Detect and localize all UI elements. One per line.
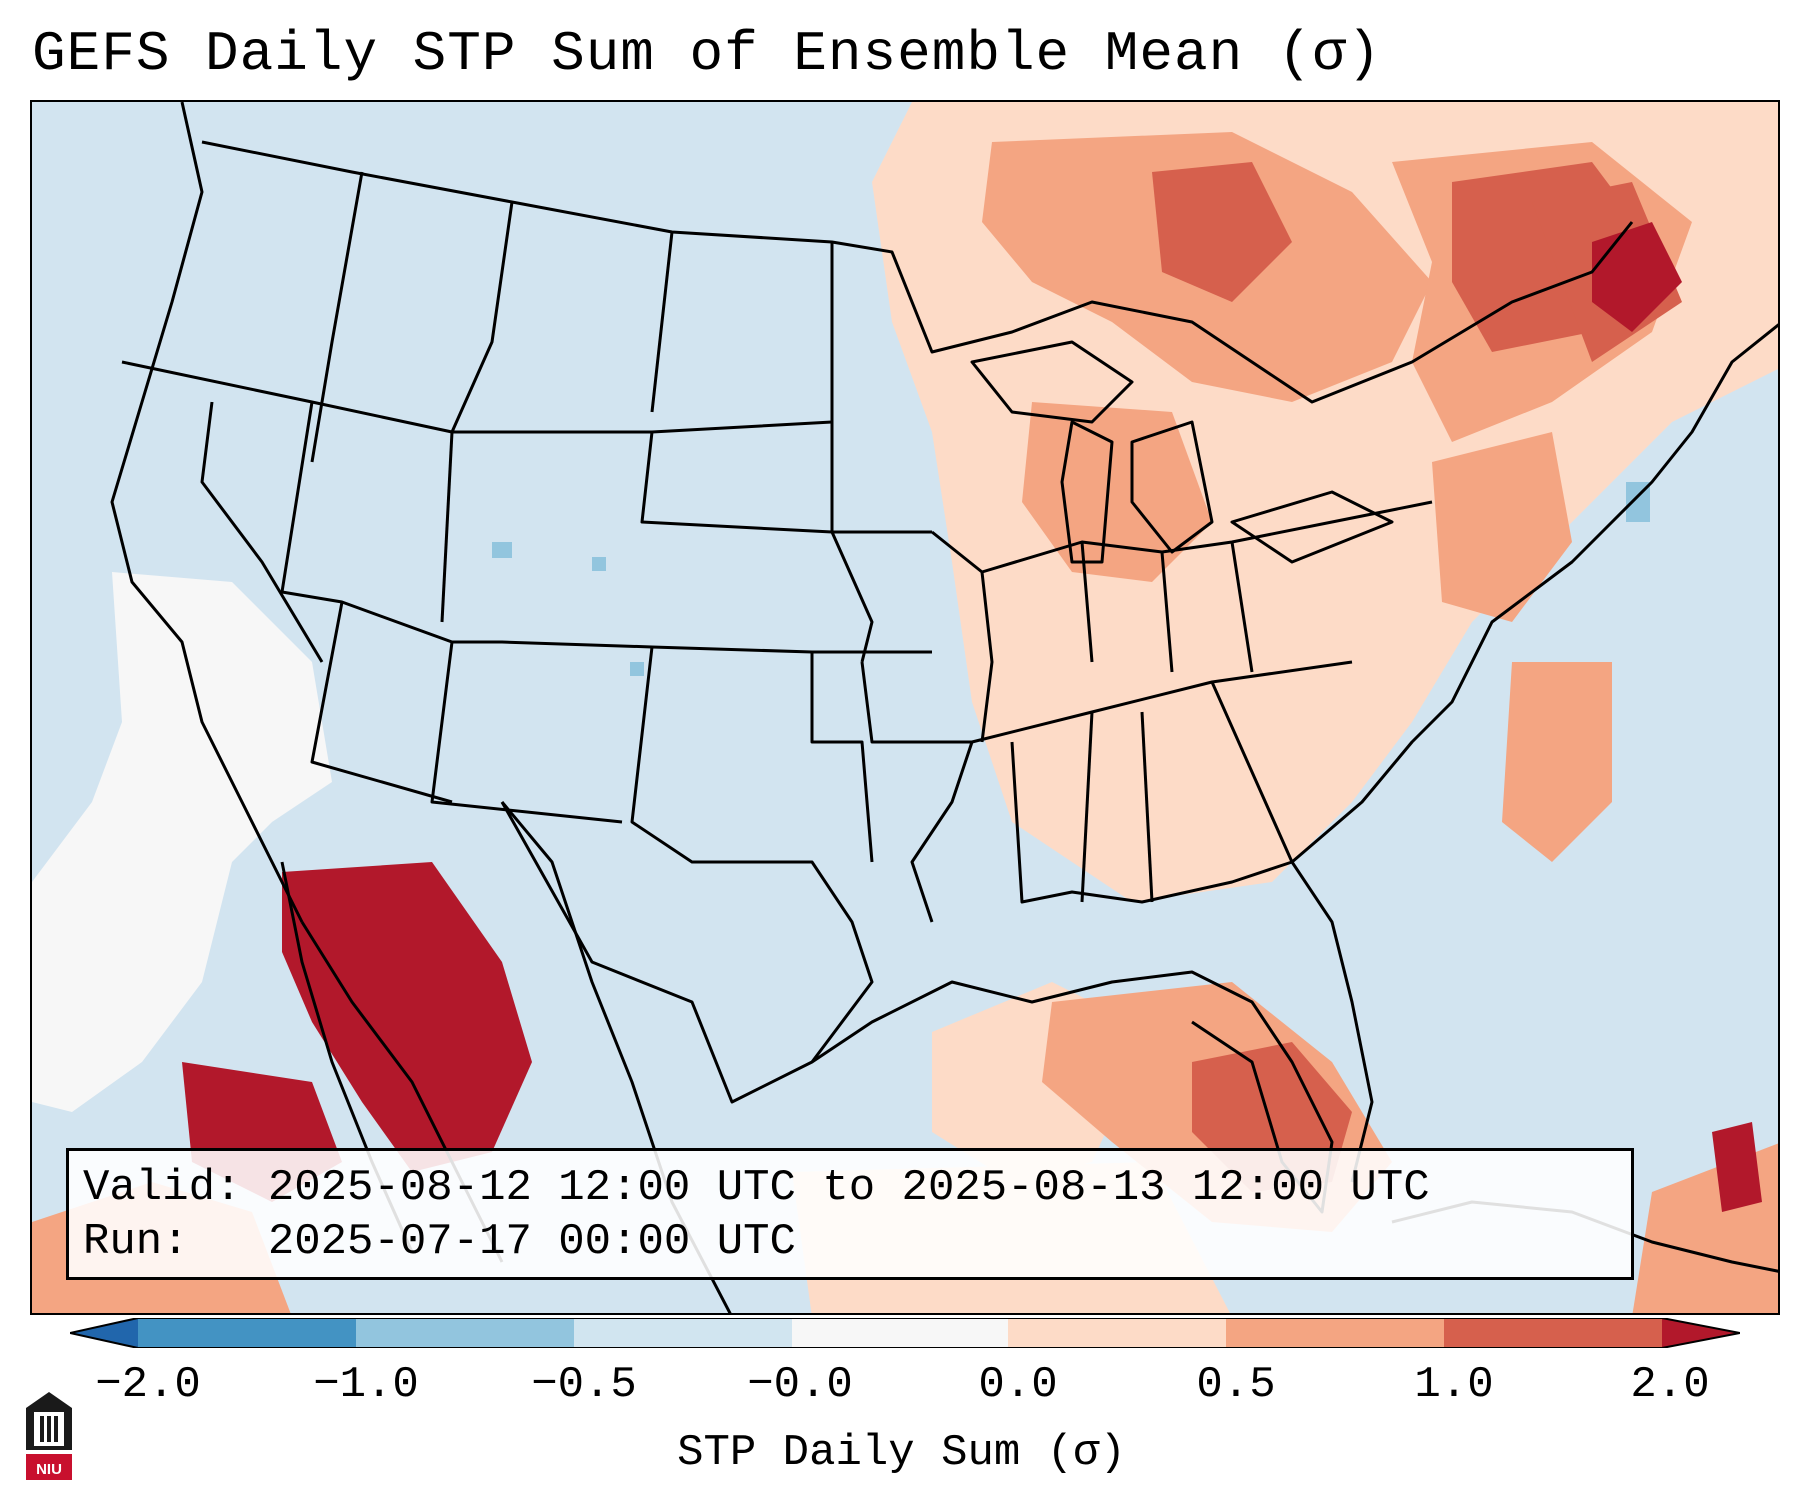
colorbar-segment-3	[574, 1318, 792, 1348]
valid-time-line: Valid: 2025-08-12 12:00 UTC to 2025-08-1…	[83, 1163, 1430, 1213]
colorbar-segment-2	[356, 1318, 574, 1348]
map-title: GEFS Daily STP Sum of Ensemble Mean (σ)	[32, 22, 1382, 86]
colorbar-segment-7	[1444, 1318, 1662, 1348]
valid-run-info-box: Valid: 2025-08-12 12:00 UTC to 2025-08-1…	[66, 1148, 1634, 1280]
colorbar-segment-4	[792, 1318, 1008, 1348]
colorbar-tick: −0.5	[531, 1360, 637, 1410]
near-zero-region-pacific	[32, 572, 332, 1112]
logo-text: NIU	[36, 1461, 62, 1478]
colorbar	[70, 1318, 1740, 1348]
niu-logo-icon: NIU	[26, 1392, 72, 1480]
colorbar-segment-5	[1008, 1318, 1226, 1348]
colorbar-tick: 1.0	[1414, 1360, 1494, 1410]
stp-field-map	[32, 102, 1778, 1313]
colorbar-segment-1	[138, 1318, 356, 1348]
colorbar-ticks: −2.0 −1.0 −0.5 −0.0 0.0 0.5 1.0 2.0	[0, 1360, 1803, 1420]
colorbar-tick: −2.0	[95, 1360, 201, 1410]
colorbar-tick: 0.5	[1196, 1360, 1276, 1410]
run-time-line: Run: 2025-07-17 00:00 UTC	[83, 1217, 796, 1267]
colorbar-segment-6	[1226, 1318, 1444, 1348]
colorbar-tick: −1.0	[313, 1360, 419, 1410]
map-panel	[30, 100, 1780, 1315]
colorbar-under-arrow	[70, 1318, 138, 1348]
colorbar-tick: −0.0	[747, 1360, 853, 1410]
colorbar-tick: 0.0	[978, 1360, 1058, 1410]
colorbar-over-arrow	[1662, 1318, 1740, 1348]
colorbar-label: STP Daily Sum (σ)	[677, 1428, 1126, 1478]
colorbar-tick: 2.0	[1630, 1360, 1710, 1410]
